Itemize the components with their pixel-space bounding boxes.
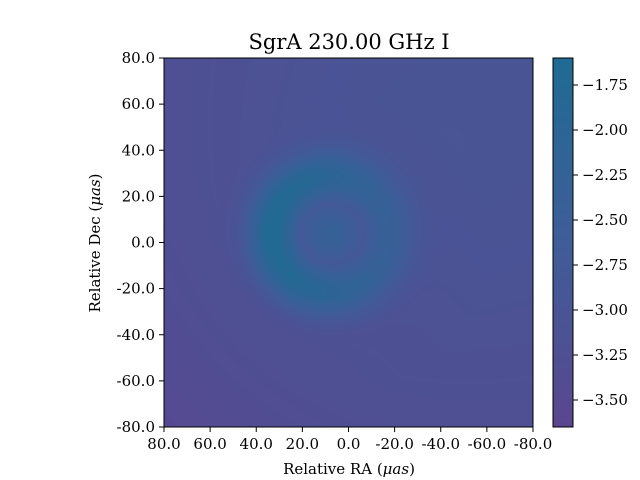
- colorbar-tick-label: −2.00: [582, 121, 628, 139]
- colorbar-ticks: −1.75 −2.00 −2.25 −2.50 −2.75 −3.00 −3.25 −3.50: [573, 76, 628, 409]
- x-axis-label: Relative RA (μas): [283, 460, 415, 478]
- x-tick-label: -60.0: [468, 435, 506, 453]
- y-tick-label: 0.0: [131, 234, 155, 252]
- colorbar-gradient: [552, 57, 574, 428]
- y-tick-label: -20.0: [117, 280, 155, 298]
- y-axis: 80.0 60.0 40.0 20.0 0.0 -20.0 -40.0 -60.0 -80.0: [117, 49, 164, 436]
- colorbar-tick-label: −3.00: [582, 301, 628, 319]
- colorbar-tick-label: −2.75: [582, 256, 628, 274]
- x-axis: 80.0 60.0 40.0 20.0 0.0 -20.0 -40.0 -60.0 -80.0: [147, 427, 552, 453]
- x-tick-label: 20.0: [286, 435, 319, 453]
- x-tick-label: 40.0: [240, 435, 273, 453]
- x-tick-label: 80.0: [147, 435, 180, 453]
- y-tick-label: -60.0: [117, 372, 155, 390]
- heatmap-image: [164, 58, 533, 427]
- y-tick-label: 20.0: [122, 187, 155, 205]
- chart-title: SgrA 230.00 GHz I: [249, 30, 450, 54]
- x-tick-label: 60.0: [193, 435, 226, 453]
- colorbar-tick-label: −2.25: [582, 166, 628, 184]
- y-tick-label: 40.0: [122, 141, 155, 159]
- y-tick-label: -80.0: [117, 418, 155, 436]
- colorbar-tick-label: −3.25: [582, 346, 628, 364]
- y-axis-label: Relative Dec (μas): [86, 173, 104, 312]
- x-tick-label: 0.0: [337, 435, 361, 453]
- y-tick-label: 60.0: [122, 95, 155, 113]
- y-tick-label: -40.0: [117, 326, 155, 344]
- colorbar-tick-label: −2.50: [582, 211, 628, 229]
- colorbar: −1.75 −2.00 −2.25 −2.50 −2.75 −3.00 −3.25 −3.50: [552, 57, 628, 428]
- x-tick-label: -20.0: [375, 435, 413, 453]
- colorbar-tick-label: −1.75: [582, 76, 628, 94]
- x-tick-label: -80.0: [514, 435, 552, 453]
- y-tick-label: 80.0: [122, 49, 155, 67]
- plot-area: [163, 57, 534, 428]
- x-tick-label: -40.0: [422, 435, 460, 453]
- colorbar-tick-label: −3.50: [582, 391, 628, 409]
